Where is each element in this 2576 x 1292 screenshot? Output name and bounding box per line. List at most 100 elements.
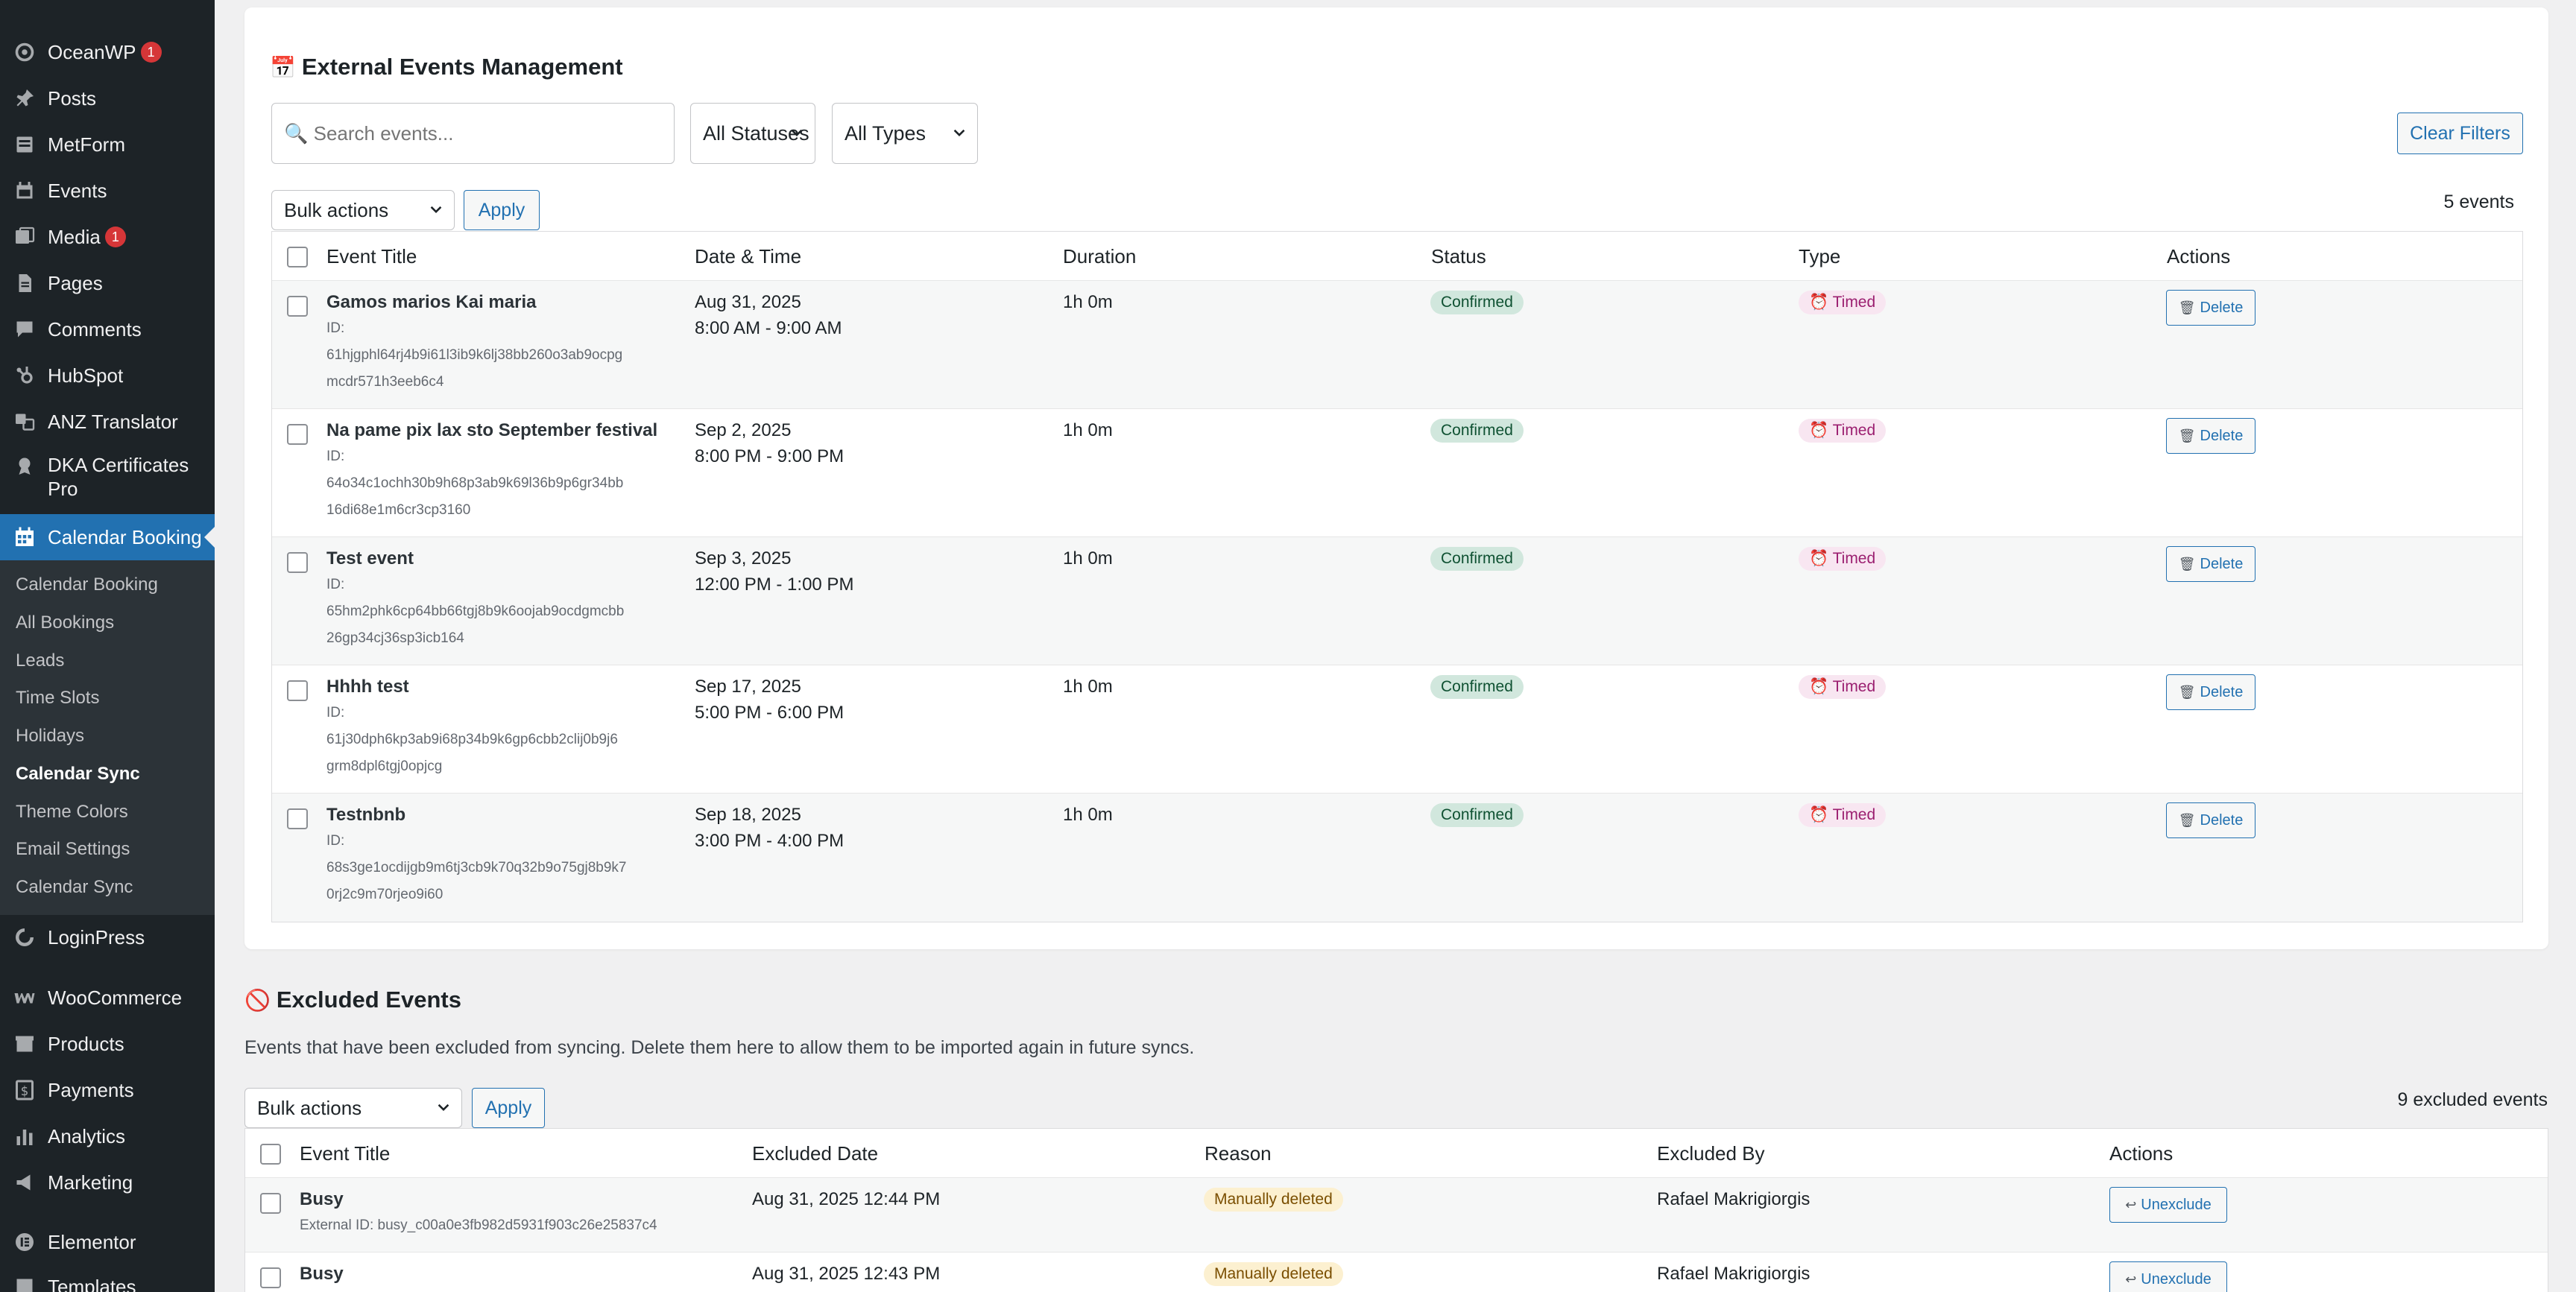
submenu-theme-colors[interactable]: Theme Colors (16, 802, 128, 822)
table-row: Testnbnb ID: 68s3ge1ocdijgb9m6tj3cb9k70q… (272, 793, 2522, 922)
sidebar-item-anz-translator[interactable]: ANZ Translator (0, 399, 215, 444)
sidebar-item-products[interactable]: Products (0, 1022, 215, 1066)
sidebar-item-comments[interactable]: Comments (0, 307, 215, 352)
sidebar-item-loginpress[interactable]: LoginPress (0, 915, 215, 960)
event-date: Aug 31, 2025 (695, 292, 801, 312)
sidebar-item-events[interactable]: Events (0, 168, 215, 213)
submenu-calendar-sync[interactable]: Calendar Sync (16, 877, 133, 897)
submenu-all-bookings[interactable]: All Bookings (16, 612, 115, 633)
submenu-calendar-booking[interactable]: Calendar Booking (16, 574, 158, 595)
row-checkbox[interactable] (287, 296, 308, 317)
table-row: Busy External ID: busy_c00a0e3fb982d5931… (245, 1177, 2548, 1252)
unexclude-button[interactable]: ↩ Unexclude (2109, 1187, 2227, 1223)
delete-button[interactable]: 🗑 Delete (2166, 674, 2255, 710)
column-header-reason[interactable]: Reason (1205, 1142, 1272, 1165)
delete-button[interactable]: 🗑 Delete (2166, 418, 2255, 454)
sidebar-item-label: Media (48, 226, 101, 248)
apply-bulk-button[interactable]: Apply (464, 190, 540, 230)
search-events-input[interactable] (271, 103, 675, 164)
column-header-title[interactable]: Event Title (300, 1142, 391, 1165)
comments-icon (12, 317, 37, 342)
unexclude-label: Unexclude (2141, 1196, 2212, 1213)
submenu-time-slots[interactable]: Time Slots (16, 688, 100, 708)
table-row: Busy Aug 31, 2025 12:43 PM Manually dele… (245, 1252, 2548, 1292)
event-duration: 1h 0m (1063, 548, 1113, 569)
table-row: Hhhh test ID: 61j30dph6kp3ab9i68p34b9k6g… (272, 665, 2522, 793)
delete-button[interactable]: 🗑 Delete (2166, 546, 2255, 582)
sidebar-item-label: MetForm (48, 133, 125, 156)
notification-badge: 1 (140, 42, 162, 63)
events-count: 5 events (2443, 191, 2514, 212)
submenu-email-settings[interactable]: Email Settings (16, 839, 130, 859)
unexclude-label: Unexclude (2141, 1270, 2212, 1288)
column-header-excluded-by[interactable]: Excluded By (1657, 1142, 1765, 1165)
excluded-bulk-actions-select[interactable]: Bulk actions (244, 1088, 462, 1128)
status-filter-select[interactable]: All Statuses (690, 103, 815, 164)
templates-icon (12, 1274, 37, 1292)
unexclude-button[interactable]: ↩ Unexclude (2109, 1261, 2227, 1292)
sidebar-item-label: Comments (48, 318, 142, 341)
bulk-actions-select[interactable]: Bulk actions (271, 190, 455, 230)
column-header-excluded-date[interactable]: Excluded Date (752, 1142, 879, 1165)
sidebar-item-hubspot[interactable]: HubSpot (0, 353, 215, 398)
marketing-icon (12, 1170, 37, 1195)
column-header-date[interactable]: Date & Time (695, 245, 802, 267)
event-time: 8:00 PM - 9:00 PM (695, 446, 845, 466)
row-checkbox[interactable] (287, 808, 308, 829)
column-header-status[interactable]: Status (1431, 245, 1486, 267)
status-badge: Confirmed (1430, 547, 1524, 571)
sidebar-item-marketing[interactable]: Marketing (0, 1160, 215, 1205)
sidebar-item-label: Posts (48, 87, 97, 110)
row-checkbox[interactable] (287, 680, 308, 701)
event-id-label: ID: (326, 449, 345, 464)
delete-label: Delete (2200, 555, 2244, 572)
row-checkbox[interactable] (287, 424, 308, 445)
row-checkbox[interactable] (260, 1267, 281, 1288)
submenu-calendar-sync-current[interactable]: Calendar Sync (16, 764, 140, 784)
sidebar-item-oceanwp[interactable]: OceanWP 1 (0, 30, 215, 75)
sidebar-item-analytics[interactable]: Analytics (0, 1114, 215, 1159)
event-time: 3:00 PM - 4:00 PM (695, 831, 845, 851)
delete-button[interactable]: 🗑 Delete (2166, 802, 2255, 838)
delete-button[interactable]: 🗑 Delete (2166, 290, 2255, 326)
sidebar-item-pages[interactable]: Pages (0, 261, 215, 305)
row-checkbox[interactable] (260, 1193, 281, 1214)
section-title-text: Excluded Events (276, 987, 461, 1013)
submenu-holidays[interactable]: Holidays (16, 726, 85, 746)
submenu-leads[interactable]: Leads (16, 650, 65, 671)
status-badge: Confirmed (1430, 675, 1524, 699)
column-header-type[interactable]: Type (1799, 245, 1841, 267)
sidebar-item-label: Templates (48, 1276, 136, 1292)
sidebar-item-media[interactable]: Media 1 (0, 215, 215, 259)
select-all-checkbox[interactable] (287, 247, 308, 267)
sidebar-item-posts[interactable]: Posts (0, 76, 215, 121)
sidebar-item-woocommerce[interactable]: WooCommerce (0, 975, 215, 1020)
event-date: Sep 18, 2025 (695, 805, 801, 825)
sidebar-item-templates[interactable]: Templates (0, 1264, 215, 1292)
undo-icon: ↩ (2125, 1271, 2137, 1287)
event-id-line1: 61hjgphl64rj4b9i61l3ib9k6lj38bb260o3ab9o… (326, 347, 623, 363)
column-header-title[interactable]: Event Title (326, 245, 417, 267)
payments-icon: $ (12, 1077, 37, 1103)
clear-filters-button[interactable]: Clear Filters (2397, 113, 2523, 154)
sidebar-item-dka-certificates[interactable]: DKA Certificates Pro (0, 446, 215, 508)
bulk-actions-value: Bulk actions (284, 198, 389, 221)
chevron-down-icon (953, 129, 965, 137)
select-all-checkbox[interactable] (260, 1144, 281, 1165)
sidebar-item-elementor[interactable]: Elementor (0, 1220, 215, 1264)
sidebar-item-payments[interactable]: $ Payments (0, 1068, 215, 1112)
sidebar-item-label: Calendar Booking (48, 526, 202, 548)
excluded-apply-button[interactable]: Apply (472, 1088, 545, 1128)
row-checkbox[interactable] (287, 552, 308, 573)
sidebar-item-calendar-booking[interactable]: Calendar Booking (0, 514, 215, 560)
event-id-line1: 64o34c1ochh30b9h68p3ab9k69l36b9p6gr34bb (326, 475, 624, 491)
sidebar-item-label: WooCommerce (48, 987, 183, 1009)
column-header-duration[interactable]: Duration (1063, 245, 1137, 267)
event-id-label: ID: (326, 705, 345, 721)
sidebar-item-metform[interactable]: MetForm (0, 122, 215, 167)
event-id-line2: mcdr571h3eeb6c4 (326, 374, 444, 390)
sidebar-item-label: Products (48, 1033, 124, 1055)
calendar-emoji-icon: 📅 (270, 55, 296, 79)
reason-badge: Manually deleted (1204, 1188, 1343, 1212)
type-filter-select[interactable]: All Types (832, 103, 978, 164)
